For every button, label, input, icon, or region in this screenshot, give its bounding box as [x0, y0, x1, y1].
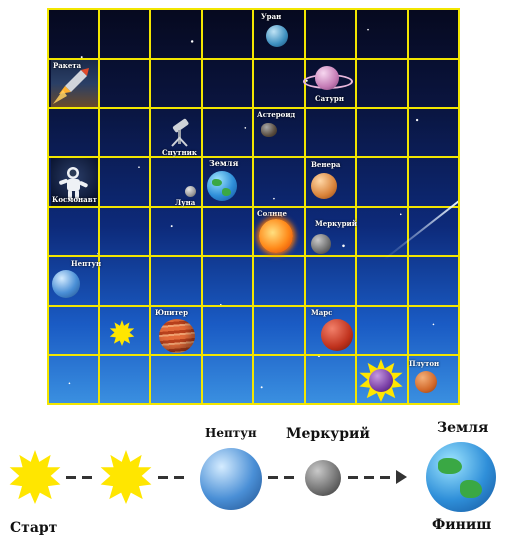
pluto-label: Плутон	[409, 359, 440, 368]
mars-label: Марс	[311, 308, 333, 317]
path-dash	[380, 476, 390, 479]
grid-line	[49, 58, 458, 60]
path-dash	[158, 476, 168, 479]
uranus-icon[interactable]	[266, 25, 288, 47]
path-dash	[174, 476, 184, 479]
moon-icon[interactable]	[185, 186, 196, 197]
sun-star-icon[interactable]	[109, 320, 135, 346]
pluto-planet-icon[interactable]	[415, 371, 437, 393]
astronaut-label: Космонавт	[52, 195, 97, 204]
grid-line	[49, 206, 458, 208]
path-dash	[348, 476, 358, 479]
earth-icon[interactable]	[207, 171, 237, 201]
neptune-icon	[200, 448, 262, 510]
venus-label: Венера	[311, 160, 341, 169]
mercury-path-label: Меркурий	[286, 426, 370, 442]
jupiter-icon[interactable]	[159, 319, 195, 353]
venus-icon[interactable]	[311, 173, 337, 199]
space-grid-board: Уран Ракета Сатурн Астероид Спутник	[47, 8, 460, 405]
pluto-icon[interactable]	[369, 369, 393, 392]
path-dash	[82, 476, 92, 479]
mercury-icon	[305, 460, 341, 496]
grid-line	[49, 305, 458, 307]
grid-line	[49, 255, 458, 257]
finish-label: Финиш	[432, 517, 492, 533]
saturn-icon[interactable]	[315, 66, 339, 90]
mercury-label: Меркурий	[315, 219, 357, 228]
sun-icon[interactable]	[259, 219, 293, 253]
astronaut-icon[interactable]	[51, 158, 98, 206]
asteroid-label: Астероид	[257, 110, 296, 119]
earth-land	[438, 458, 462, 474]
neptune-icon[interactable]	[52, 270, 80, 298]
neptune-path-label: Нептун	[205, 426, 257, 440]
arrow-right-icon	[396, 470, 407, 484]
earth-land	[212, 179, 222, 186]
asteroid-icon[interactable]	[261, 123, 277, 137]
path-dash	[268, 476, 278, 479]
earth-icon	[426, 442, 496, 512]
earth-land	[460, 480, 482, 498]
sun-star-icon	[100, 450, 152, 504]
satellite-icon[interactable]	[167, 118, 193, 148]
rocket-icon[interactable]	[51, 60, 98, 107]
sun-star-icon	[9, 450, 61, 504]
grid-line	[49, 107, 458, 109]
earth-label: Земля	[209, 158, 239, 168]
jupiter-label: Юпитер	[155, 308, 189, 317]
neptune-label: Нептун	[71, 259, 102, 268]
start-label: Старт	[10, 520, 58, 536]
earth-land	[222, 188, 231, 196]
comet-icon	[383, 200, 458, 261]
sun-label: Солнце	[257, 209, 287, 218]
path-dash	[284, 476, 294, 479]
mars-icon[interactable]	[321, 319, 353, 351]
earth-path-label: Земля	[437, 420, 489, 436]
grid-line	[49, 354, 458, 356]
rocket-label: Ракета	[53, 61, 82, 70]
moon-label: Луна	[175, 198, 196, 207]
path-dash	[66, 476, 76, 479]
mercury-icon[interactable]	[311, 234, 331, 254]
uranus-label: Уран	[261, 12, 282, 21]
path-dash	[364, 476, 374, 479]
grid-line	[49, 156, 458, 158]
satellite-label: Спутник	[162, 148, 197, 157]
saturn-label: Сатурн	[315, 94, 344, 103]
